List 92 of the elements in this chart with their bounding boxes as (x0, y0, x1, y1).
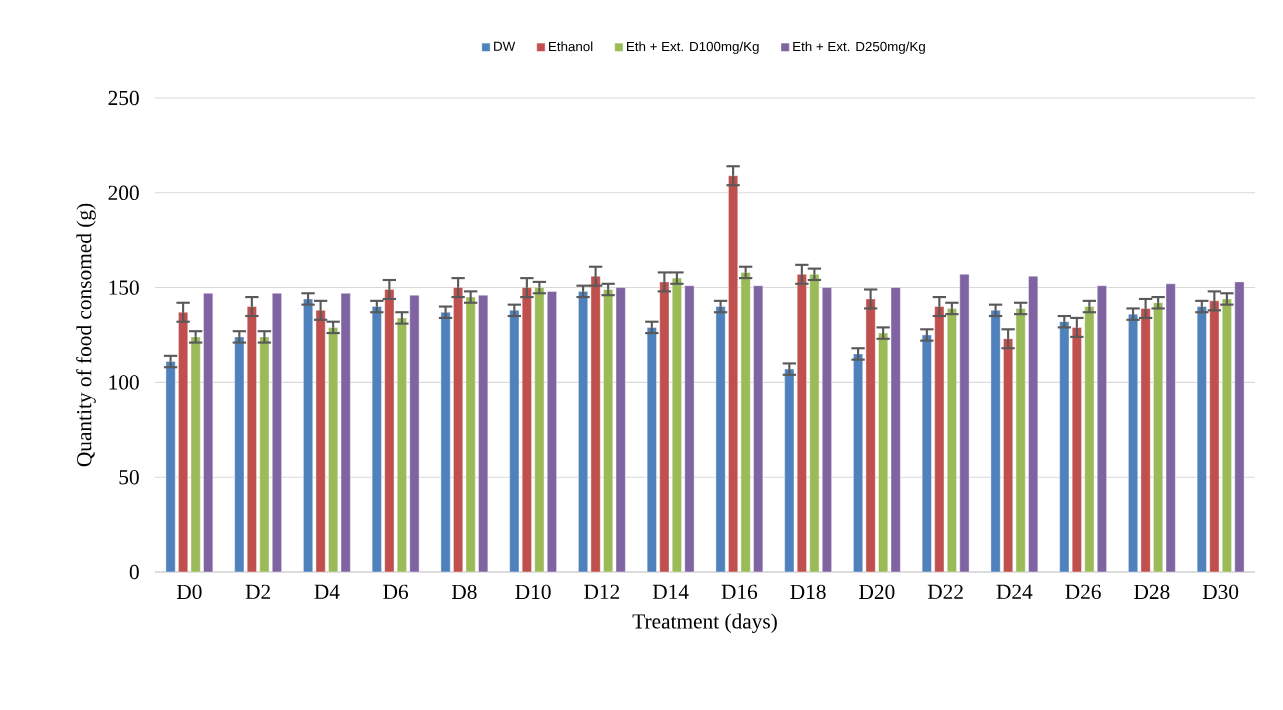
x-tick-label: D22 (927, 584, 963, 599)
y-tick-label: 150 (109, 280, 139, 295)
bar (603, 289, 614, 573)
x-tick-label: D12 (584, 584, 620, 599)
x-tick-label: D2 (245, 584, 270, 599)
bar (1071, 327, 1082, 573)
bar (1059, 321, 1070, 573)
bar (409, 294, 420, 573)
y-tick-label: 200 (108, 185, 139, 200)
bar (784, 368, 795, 573)
bar (315, 310, 326, 573)
x-tick-label: D20 (859, 584, 895, 600)
x-tick-label: D4 (314, 584, 340, 599)
bar (921, 334, 932, 573)
bar (247, 306, 257, 573)
x-tick-label: D30 (1202, 584, 1239, 600)
bar (165, 361, 176, 573)
y-tick-label: 0 (129, 564, 139, 580)
bar (728, 175, 738, 573)
bar (672, 277, 682, 573)
bar (478, 294, 489, 573)
bar (853, 353, 863, 573)
x-axis-title: Treatment (days) (632, 613, 777, 633)
bar (753, 285, 764, 573)
bar (578, 291, 588, 573)
bar (1165, 283, 1176, 573)
legend-label: Eth + Ext. D100mg/Kg (627, 41, 759, 54)
bar (890, 287, 901, 573)
bar (934, 306, 945, 573)
bar (1153, 302, 1164, 573)
bar (272, 293, 282, 573)
bar (1128, 313, 1138, 573)
x-tick-label: D8 (451, 584, 477, 600)
bar (521, 287, 532, 573)
bar (684, 285, 695, 573)
x-tick-label: D28 (1134, 584, 1170, 600)
bar (190, 336, 201, 573)
y-axis-title: Quantity of food consomed (g) (76, 203, 96, 467)
bar (534, 287, 545, 573)
bar (878, 332, 889, 573)
bar (809, 274, 820, 573)
x-tick-label: D6 (383, 584, 409, 600)
bar (178, 312, 188, 573)
bar (959, 274, 970, 573)
x-tick-label: D16 (721, 584, 758, 600)
bar (947, 308, 957, 573)
bar (715, 306, 726, 573)
bar (659, 281, 670, 573)
x-tick-label: D24 (996, 584, 1033, 599)
x-tick-label: D0 (176, 584, 202, 600)
legend-label: Ethanol (549, 41, 593, 52)
bar (203, 293, 214, 573)
bar (328, 327, 339, 573)
bar (384, 289, 395, 573)
bar (646, 327, 657, 573)
bar (303, 298, 313, 573)
bar (259, 336, 270, 573)
bar (615, 287, 626, 573)
bar (1209, 300, 1220, 573)
bar (397, 317, 407, 573)
y-tick-label: 250 (108, 90, 139, 106)
bar (465, 296, 476, 573)
bar (1097, 285, 1107, 573)
x-tick-label: D10 (515, 584, 551, 600)
bar (990, 310, 1001, 573)
bar (1196, 306, 1207, 573)
bar (440, 312, 451, 573)
bar (1140, 308, 1151, 573)
bar (547, 291, 557, 573)
y-tick-label: 100 (109, 375, 139, 390)
bar (740, 272, 751, 573)
bar (865, 298, 876, 573)
bar (1234, 281, 1245, 573)
x-tick-label: D18 (790, 584, 826, 600)
bar (1222, 298, 1232, 573)
bar (1028, 276, 1039, 573)
bar (822, 287, 832, 573)
bar (590, 276, 601, 573)
bar (509, 310, 520, 573)
legend-label: Eth + Ext. D250mg/Kg (793, 41, 925, 54)
bar (797, 274, 807, 573)
bar (234, 336, 245, 573)
bar (1015, 308, 1026, 573)
bar (340, 293, 351, 573)
bar (453, 287, 463, 573)
x-tick-label: D14 (652, 584, 689, 599)
x-tick-label: D26 (1065, 584, 1101, 600)
legend-label: DW (494, 41, 516, 51)
bar (371, 306, 382, 573)
bar (1084, 306, 1095, 573)
y-tick-label: 50 (119, 470, 139, 485)
bar (1003, 338, 1013, 573)
